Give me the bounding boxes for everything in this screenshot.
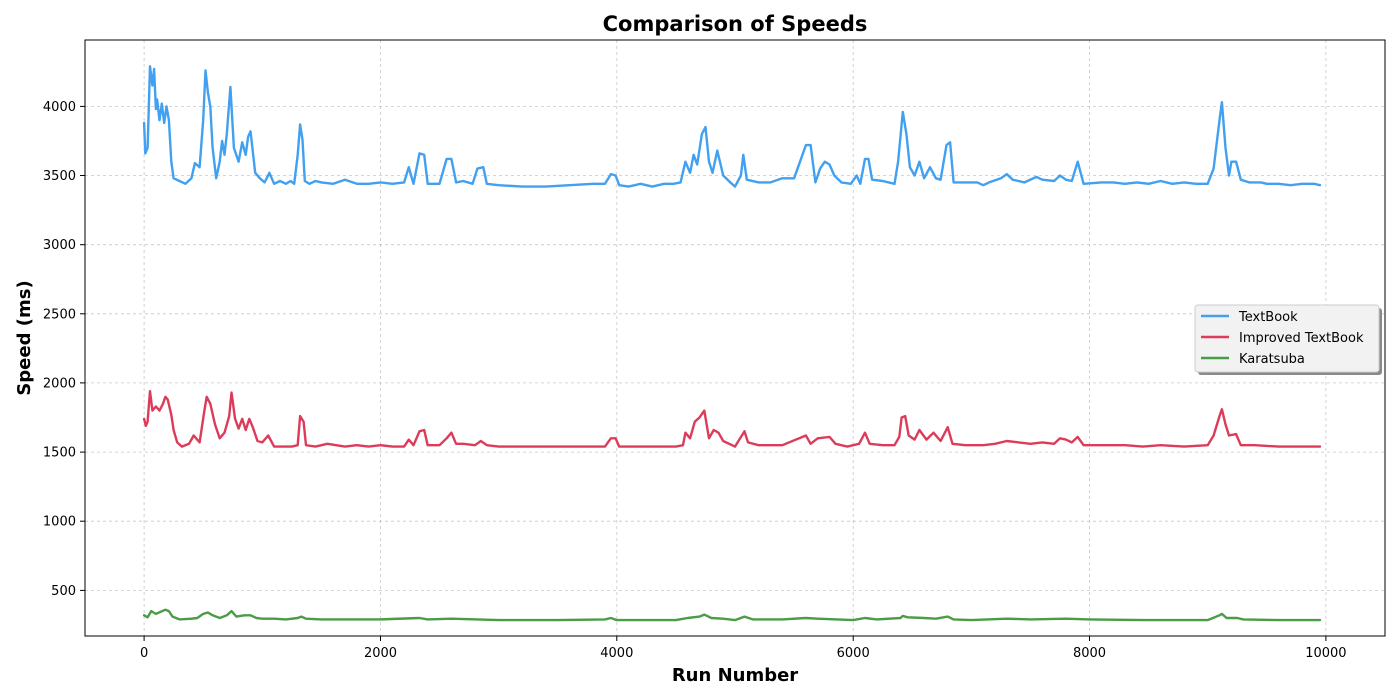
series-line-karatsuba xyxy=(142,608,1322,622)
x-tick-label: 0 xyxy=(140,646,148,661)
legend-box xyxy=(1194,304,1380,373)
plot-frame xyxy=(84,39,1386,637)
series-line-textbook xyxy=(142,65,1322,188)
series-layer xyxy=(142,65,1322,622)
x-tick-label: 10000 xyxy=(1305,646,1346,661)
y-tick-label: 2500 xyxy=(43,307,76,322)
x-axis: 0 2000 4000 6000 8000 10000 xyxy=(140,636,1347,661)
x-tick-label: 4000 xyxy=(600,646,633,661)
grid xyxy=(85,40,1385,636)
y-tick-label: 500 xyxy=(51,584,76,599)
chart-title: Comparison of Speeds xyxy=(603,12,868,36)
y-tick-label: 2000 xyxy=(43,376,76,391)
series-line-improved-textbook xyxy=(142,390,1322,448)
x-tick-label: 6000 xyxy=(837,646,870,661)
legend-label-improved-textbook: Improved TextBook xyxy=(1239,331,1364,346)
x-tick-label: 8000 xyxy=(1073,646,1106,661)
y-tick-label: 1500 xyxy=(43,446,76,461)
y-tick-label: 4000 xyxy=(43,100,76,115)
legend-label-karatsuba: Karatsuba xyxy=(1239,352,1305,367)
x-axis-title: Run Number xyxy=(672,665,798,686)
y-tick-label: 1000 xyxy=(43,515,76,530)
x-tick-label: 2000 xyxy=(364,646,397,661)
y-axis: 500 1000 1500 2000 2500 3000 3500 4000 xyxy=(43,100,85,599)
y-tick-label: 3000 xyxy=(43,238,76,253)
y-axis-title: Speed (ms) xyxy=(14,280,35,395)
legend-label-textbook: TextBook xyxy=(1238,310,1298,325)
legend: TextBook Improved TextBook Karatsuba xyxy=(1194,304,1382,375)
y-tick-label: 3500 xyxy=(43,169,76,184)
